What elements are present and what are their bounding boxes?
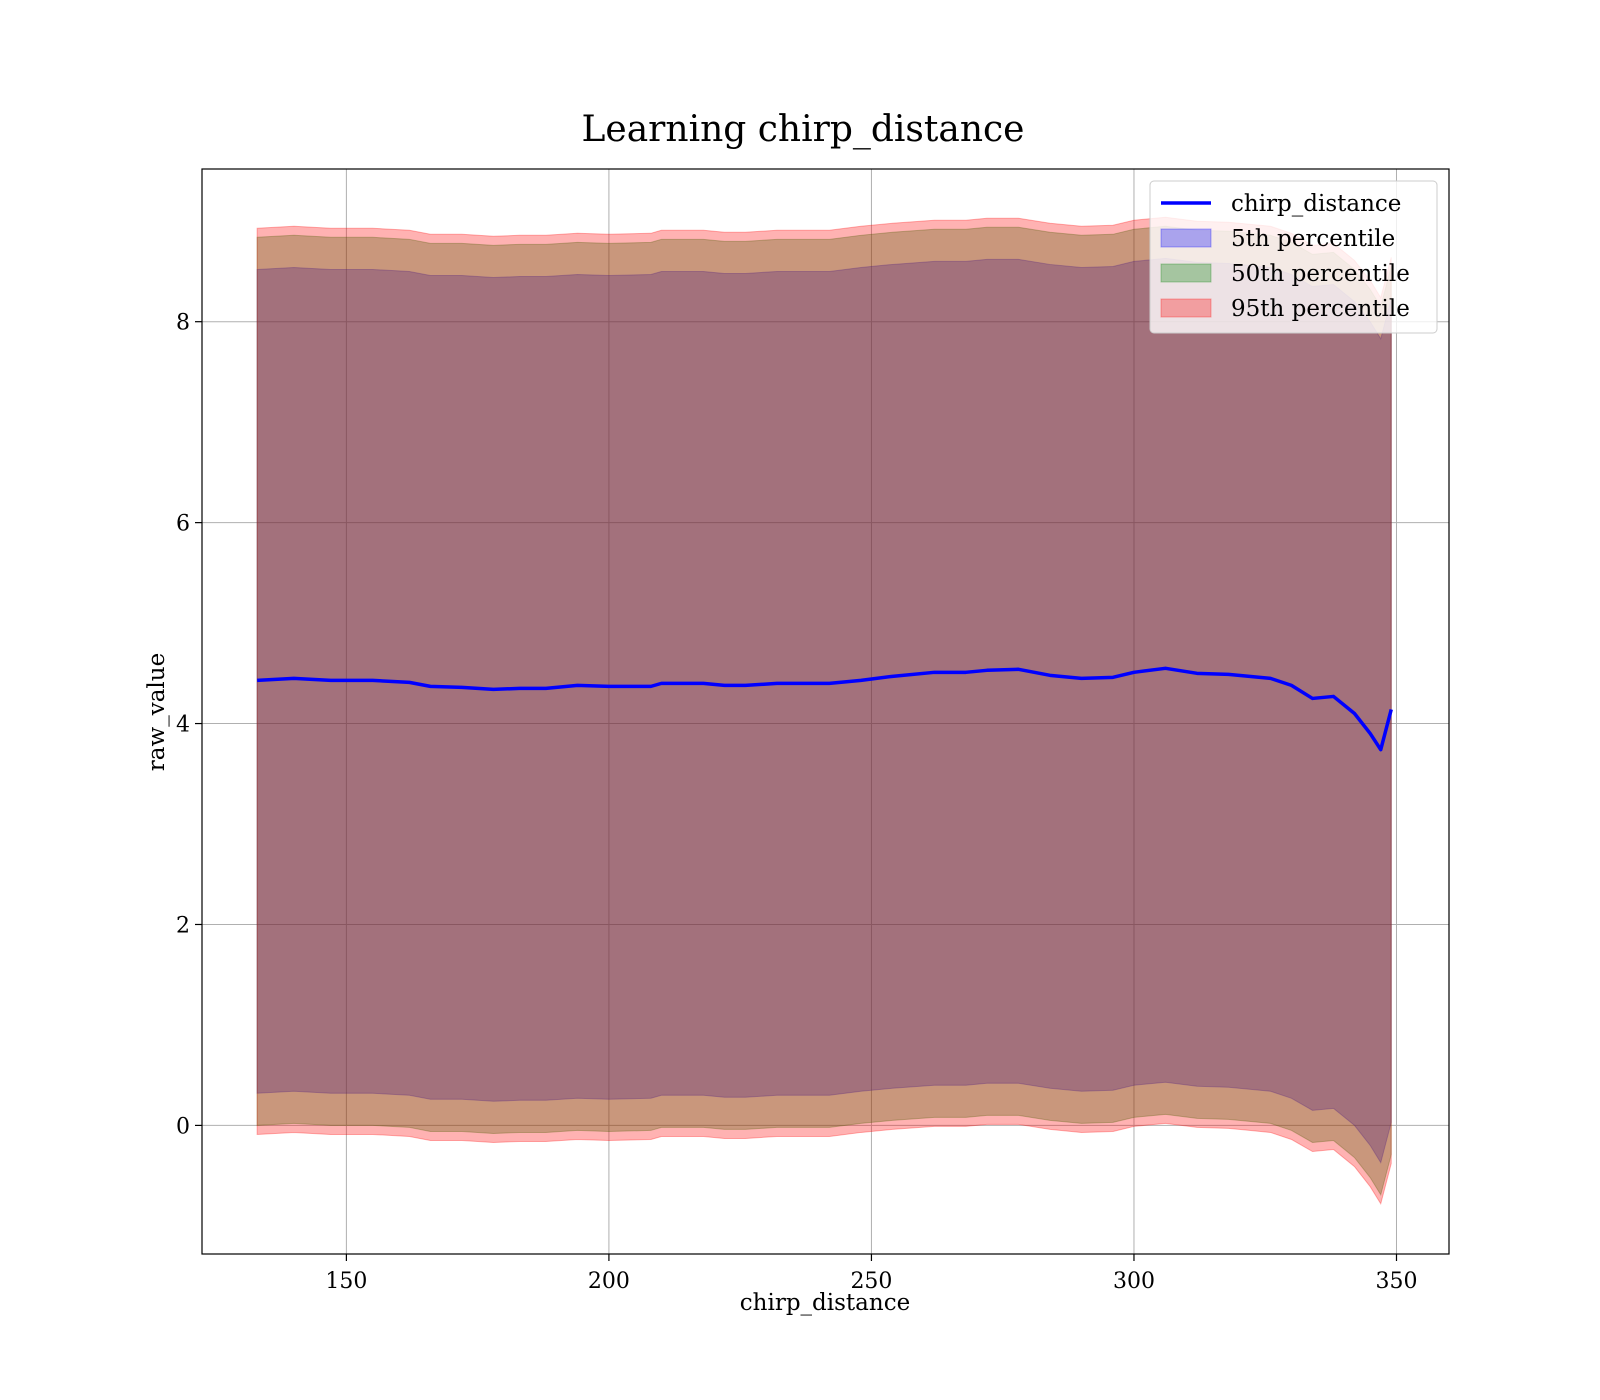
band-5th-percentile: [256, 257, 1392, 1164]
chart-title: Learning chirp_distance: [582, 109, 1025, 150]
y-tick-label: 2: [176, 913, 190, 938]
x-tick-label: 250: [850, 1269, 892, 1294]
legend-band-swatch: [1160, 263, 1212, 283]
percentile-bands: [256, 216, 1392, 1206]
legend: chirp_distance 5th percentile 50th percent…: [1149, 180, 1438, 334]
legend-label: 50th percentile: [1231, 261, 1410, 287]
legend-items: chirp_distance 5th percentile 50th percent…: [1160, 191, 1410, 322]
y-tick-label: 6: [176, 512, 190, 537]
y-tick-label: 0: [176, 1114, 190, 1139]
legend-band-swatch: [1160, 298, 1212, 318]
y-tick-label: 8: [176, 311, 190, 336]
x-axis-label: chirp_distance: [740, 1290, 910, 1316]
y-axis-label: raw_value: [144, 653, 170, 771]
band-95th-percentile: [256, 216, 1392, 1206]
x-tick-label: 200: [588, 1269, 630, 1294]
x-tick-label: 150: [325, 1269, 367, 1294]
legend-box: [1149, 180, 1438, 334]
series-lines: [257, 666, 1393, 752]
y-tick-label: 4: [176, 713, 190, 738]
legend-label: chirp_distance: [1231, 191, 1401, 217]
axis-ticks: 150 200 250 300 350 0 2 4 6 8: [176, 311, 1417, 1294]
x-tick-label: 300: [1113, 1269, 1155, 1294]
legend-band-swatch: [1160, 228, 1212, 248]
plot-frame: [201, 168, 1450, 1255]
legend-label: 95th percentile: [1231, 296, 1410, 322]
series-line-chirp_distance: [257, 666, 1393, 752]
band-50th-percentile: [256, 225, 1392, 1196]
x-tick-label: 350: [1375, 1269, 1417, 1294]
legend-label: 5th percentile: [1231, 226, 1395, 252]
